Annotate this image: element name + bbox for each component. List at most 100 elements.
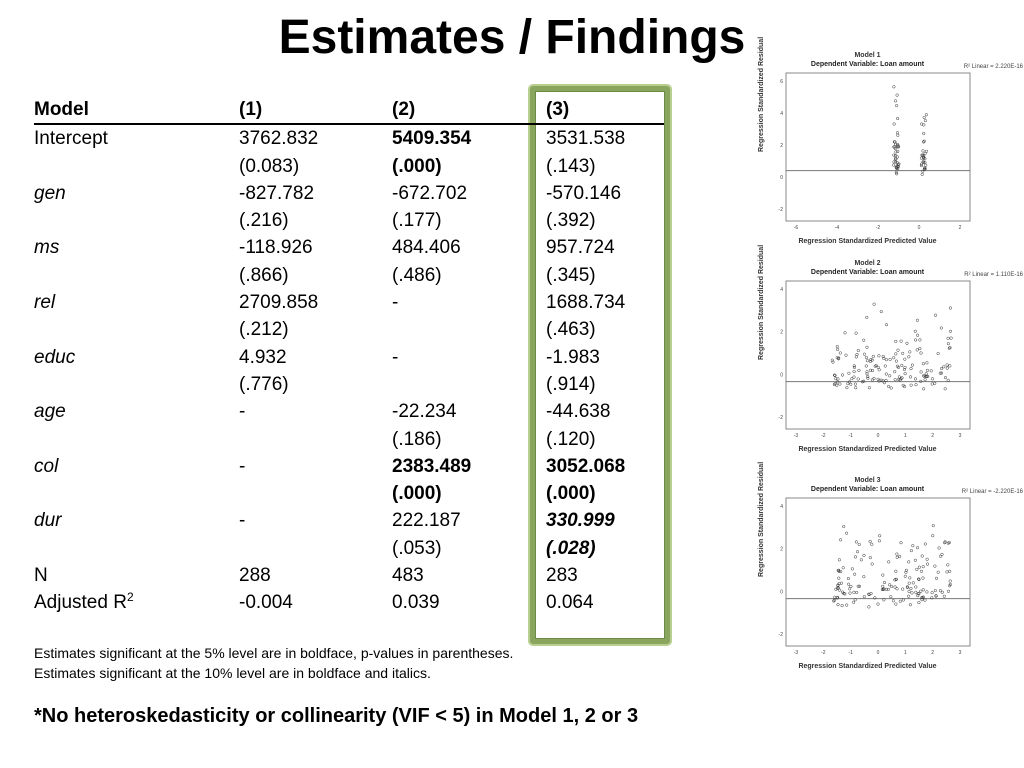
scatter-point (924, 372, 928, 376)
scatter-point (859, 558, 863, 562)
scatter-point (837, 576, 841, 580)
scatter-point (942, 594, 946, 598)
scatter-point (938, 371, 942, 375)
row-label: N (34, 565, 48, 587)
scatter-point (894, 157, 898, 161)
estimate-cell: 484.406 (392, 237, 461, 259)
plot-y-label: Regression Standardized Residual (758, 461, 765, 577)
scatter-point (893, 157, 897, 161)
header-model: Model (34, 99, 89, 120)
scatter-point (893, 153, 898, 158)
estimate-cell: (.486) (392, 264, 442, 286)
scatter-point (835, 344, 839, 349)
scatter-point (884, 372, 888, 376)
scatter-point (868, 539, 872, 543)
scatter-point (922, 387, 926, 391)
scatter-point (847, 380, 852, 384)
scatter-point (936, 352, 940, 356)
plot-y-label: Regression Standardized Residual (758, 36, 765, 152)
x-tick-label: 0 (918, 225, 921, 231)
x-tick-label: 2 (931, 433, 934, 439)
scatter-point (835, 356, 839, 360)
scatter-point (899, 339, 903, 343)
scatter-point (845, 603, 849, 607)
scatter-point (908, 576, 912, 580)
scatter-point (910, 591, 914, 595)
scatter-point (835, 383, 839, 387)
scatter-point (905, 341, 909, 345)
scatter-point (870, 358, 874, 362)
estimate-cell: -570.146 (546, 182, 622, 204)
scatter-point (831, 360, 835, 364)
scatter-point (939, 326, 943, 330)
scatter-point (948, 364, 952, 368)
scatter-point (948, 582, 952, 587)
table-row: Intercept 3762.832 5409.354 3531.538 (34, 125, 664, 152)
y-tick-label: 6 (780, 79, 783, 85)
plot-subtitle: Dependent Variable: Loan amount (810, 61, 925, 68)
scatter-point (917, 591, 921, 595)
scatter-point (913, 377, 918, 381)
scatter-point (832, 598, 837, 602)
scatter-point (884, 358, 888, 362)
scatter-point (903, 385, 907, 389)
plot-frame (785, 72, 971, 222)
scatter-point (920, 598, 924, 602)
scatter-point (895, 104, 899, 108)
scatter-point (852, 370, 856, 374)
scatter-point (892, 153, 896, 157)
scatter-point (887, 384, 891, 388)
scatter-point (946, 378, 950, 382)
scatter-point (893, 585, 897, 589)
scatter-point (936, 570, 940, 574)
scatter-point (866, 375, 870, 379)
scatter-point (894, 339, 898, 343)
row-label: age (34, 401, 66, 423)
scatter-point (931, 524, 935, 528)
estimate-cell: 288 (239, 565, 271, 587)
estimate-cell: -1.983 (546, 346, 600, 368)
scatter-point (946, 342, 950, 346)
note-5-percent: Estimates significant at the 5% level ar… (34, 645, 514, 661)
scatter-point (949, 336, 953, 340)
x-tick-label: -2 (821, 650, 826, 656)
table-row: educ 4.932 - -1.983 (34, 344, 664, 371)
scatter-point (943, 376, 948, 380)
scatter-point (892, 356, 896, 360)
scatter-point (947, 346, 951, 350)
estimate-cell: (.345) (546, 264, 596, 286)
scatter-point (870, 378, 874, 382)
x-tick-label: -2 (821, 433, 826, 439)
scatter-point (892, 160, 896, 164)
x-tick-label: 3 (959, 433, 962, 439)
scatter-point (919, 569, 924, 573)
scatter-point (919, 156, 923, 160)
scatter-point (933, 313, 938, 317)
scatter-point (921, 149, 925, 153)
residual-plot-model-2: Model 2 Dependent Variable: Loan amount … (758, 245, 1023, 453)
scatter-point (907, 594, 911, 598)
scatter-point (857, 584, 862, 588)
scatter-point (843, 331, 847, 335)
scatter-point (848, 591, 852, 595)
scatter-point (886, 587, 890, 591)
scatter-point (914, 585, 918, 589)
table-row: (.866) (.486) (.345) (34, 262, 664, 289)
scatter-point (921, 576, 925, 580)
scatter-point (915, 348, 919, 352)
scatter-point (922, 115, 926, 120)
scatter-point (881, 573, 885, 577)
table-row: ms -118.926 484.406 957.724 (34, 234, 664, 261)
estimate-cell: 330.999 (546, 510, 615, 532)
table-body: Intercept 3762.832 5409.354 3531.538 (0.083)… (34, 125, 664, 616)
estimate-cell: 957.724 (546, 237, 615, 259)
header-model-1: (1) (239, 99, 263, 120)
estimate-cell: (.000) (546, 483, 596, 505)
plot-y-label: Regression Standardized Residual (758, 244, 765, 360)
estimate-cell: -0.004 (239, 592, 293, 614)
scatter-point (894, 569, 898, 573)
y-tick-label: 0 (780, 372, 783, 378)
x-tick-label: -4 (835, 225, 840, 231)
scatter-point (924, 113, 928, 117)
plot-x-label: Regression Standardized Predicted Value (798, 663, 937, 670)
